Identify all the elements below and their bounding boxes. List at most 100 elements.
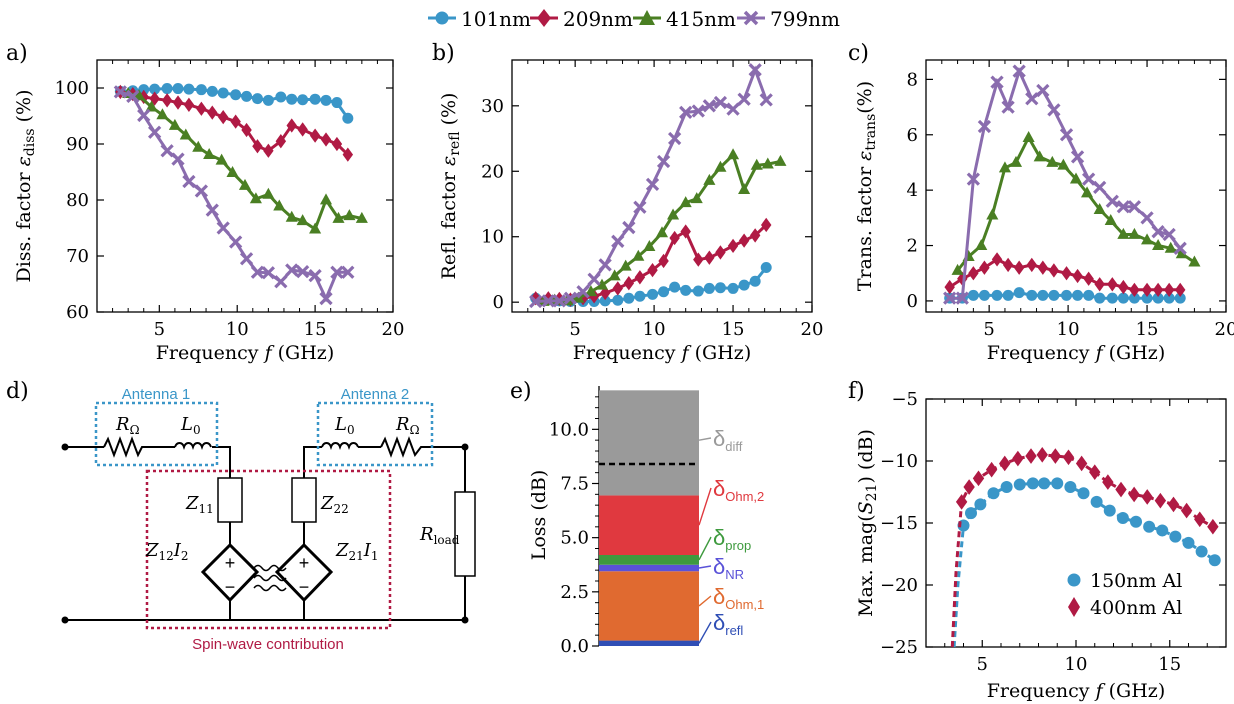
xlabel-b: Frequency f (GHz) bbox=[573, 342, 751, 364]
series-150nm-Al bbox=[952, 477, 1221, 648]
series-400nm-Al bbox=[950, 447, 1219, 648]
data-point-415nm bbox=[192, 140, 205, 152]
impedance-z11 bbox=[217, 477, 243, 523]
data-point-101nm bbox=[1128, 292, 1140, 304]
connector-Ohm-1 bbox=[698, 595, 712, 607]
data-point-799nm bbox=[759, 93, 773, 107]
data-point-209nm bbox=[1072, 268, 1083, 284]
data-point-209nm bbox=[588, 289, 600, 304]
data-point-209nm bbox=[1061, 266, 1072, 281]
label-z21-i1: Z21I1 bbox=[335, 540, 379, 563]
label-l0-1: L0 bbox=[180, 414, 201, 437]
data-point-415nm bbox=[179, 128, 192, 140]
data-point-150nm-Al bbox=[1130, 515, 1142, 528]
data-point-415nm bbox=[1117, 227, 1130, 239]
xtick-label-b: 10 bbox=[643, 319, 666, 340]
data-point-799nm bbox=[726, 102, 740, 116]
data-point-799nm bbox=[529, 294, 543, 309]
data-point-209nm bbox=[196, 101, 207, 116]
data-point-799nm bbox=[250, 265, 265, 279]
data-point-799nm bbox=[990, 75, 1004, 89]
data-point-799nm bbox=[137, 108, 151, 123]
ylabel-a: Diss. factor εdiss (%) bbox=[13, 89, 38, 282]
data-point-101nm bbox=[680, 284, 692, 296]
data-point-799nm bbox=[679, 105, 693, 119]
axes-frame-a bbox=[96, 59, 394, 313]
series-209nm bbox=[944, 252, 1186, 297]
data-point-415nm bbox=[667, 208, 680, 220]
data-point-799nm bbox=[308, 268, 322, 283]
data-point-209nm bbox=[1037, 260, 1049, 275]
data-point-101nm bbox=[634, 290, 646, 302]
data-point-415nm bbox=[714, 160, 727, 172]
data-point-101nm bbox=[727, 282, 739, 294]
data-point-799nm bbox=[668, 131, 682, 146]
data-point-101nm bbox=[647, 288, 659, 300]
xtick-label-c: 10 bbox=[1057, 319, 1080, 340]
ytick-label-f: −25 bbox=[880, 637, 918, 658]
data-point-415nm bbox=[168, 118, 181, 130]
ytick-label-a: 90 bbox=[66, 134, 89, 155]
data-point-209nm bbox=[1118, 279, 1129, 295]
data-point-209nm bbox=[749, 228, 761, 243]
inductor-l0-2 bbox=[321, 442, 359, 451]
data-point-101nm bbox=[1152, 292, 1164, 304]
data-point-150nm-Al bbox=[1064, 481, 1077, 494]
circuit-wires bbox=[65, 446, 466, 621]
data-point-799nm bbox=[576, 285, 590, 299]
data-point-209nm bbox=[252, 139, 263, 154]
segment-label-prop: δprop bbox=[713, 525, 751, 553]
source-z12-i2 bbox=[200, 542, 260, 603]
xtick-label-b: 15 bbox=[722, 319, 745, 340]
data-point-799nm bbox=[1093, 180, 1107, 195]
xtick-label-a: 15 bbox=[304, 319, 327, 340]
data-point-415nm bbox=[643, 239, 656, 251]
ytick-label-f: −10 bbox=[880, 451, 918, 472]
data-point-101nm bbox=[738, 279, 750, 291]
data-point-101nm bbox=[1106, 292, 1118, 304]
data-point-415nm bbox=[145, 100, 158, 112]
spin-wave-label: Spin-wave contribution bbox=[192, 636, 344, 653]
data-point-799nm bbox=[1001, 100, 1015, 114]
data-point-415nm bbox=[761, 157, 774, 169]
source2-minus: − bbox=[299, 577, 310, 597]
data-point-101nm bbox=[623, 292, 635, 304]
data-point-400nm-Al bbox=[1128, 486, 1140, 503]
data-point-209nm bbox=[944, 279, 955, 295]
data-point-209nm bbox=[760, 217, 772, 233]
data-point-101nm bbox=[297, 94, 309, 106]
data-point-415nm bbox=[690, 192, 703, 204]
data-point-101nm bbox=[1072, 289, 1084, 301]
label-l0-2: L0 bbox=[334, 414, 355, 437]
data-point-415nm bbox=[1022, 130, 1035, 142]
ytick-label-f: −15 bbox=[880, 513, 918, 534]
data-point-415nm bbox=[273, 199, 286, 211]
data-point-101nm bbox=[1002, 289, 1014, 301]
data-point-415nm bbox=[1175, 247, 1188, 259]
data-point-101nm bbox=[309, 93, 321, 105]
xtick-label-c: 5 bbox=[983, 319, 994, 340]
panel-b: b) 5 10 15 20 0 10 20 30 Refl. factor εrefl (%)… bbox=[432, 41, 823, 364]
data-point-209nm bbox=[230, 114, 241, 129]
data-point-415nm bbox=[1046, 155, 1059, 167]
ylabel-e: Loss (dB) bbox=[528, 470, 550, 561]
ytick-label-a: 80 bbox=[66, 190, 89, 211]
data-point-799nm bbox=[563, 291, 578, 305]
data-point-415nm bbox=[998, 161, 1011, 173]
data-point-415nm bbox=[1141, 233, 1154, 245]
data-point-209nm bbox=[658, 253, 669, 269]
label-r-omega-2: RΩ bbox=[395, 414, 420, 437]
data-point-400nm-Al bbox=[1062, 449, 1075, 466]
ytick-label-b: 20 bbox=[481, 161, 504, 182]
panel-d-circuit: d) bbox=[6, 379, 476, 653]
ytick-label-e: 7.5 bbox=[560, 474, 589, 495]
legend-label-209nm: 209nm bbox=[563, 7, 633, 31]
xtick-label-f: 15 bbox=[1158, 654, 1181, 675]
data-point-799nm bbox=[113, 85, 127, 99]
data-point-415nm bbox=[215, 153, 228, 165]
data-point-209nm bbox=[297, 122, 308, 137]
data-point-799nm bbox=[1162, 227, 1176, 242]
data-point-415nm bbox=[1081, 186, 1094, 198]
data-point-101nm bbox=[172, 83, 184, 95]
